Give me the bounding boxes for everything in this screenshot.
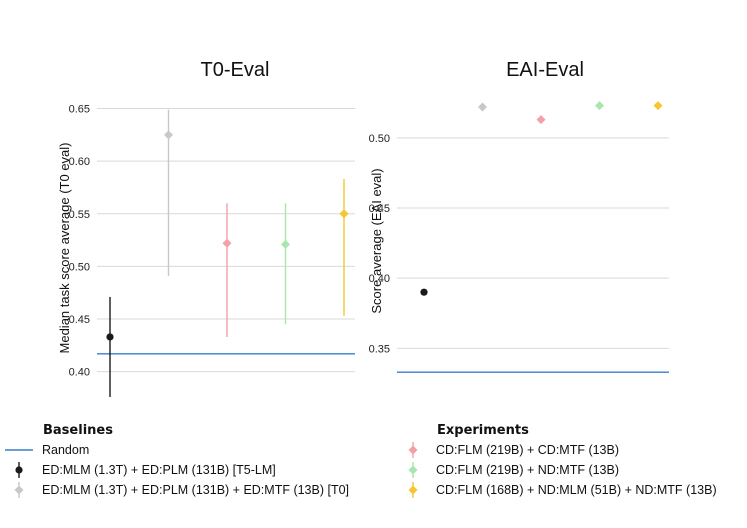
- panel-title: T0-Eval: [201, 59, 270, 81]
- legend-label: CD:FLM (219B) + CD:MTF (13B): [436, 443, 620, 457]
- y-tick-label: 0.45: [369, 203, 390, 215]
- panel-1: T0-Eval 0.40 0.45 0.50 0.55 0.60 0.65 Median ta…: [57, 59, 355, 397]
- data-point: [478, 102, 487, 112]
- legend-item: CD:FLM (219B) + ND:MTF (13B): [398, 460, 717, 480]
- legend-label: CD:FLM (168B) + ND:MLM (51B) + ND:MTF (1…: [436, 483, 717, 497]
- legend-item: CD:FLM (168B) + ND:MLM (51B) + ND:MTF (1…: [398, 480, 717, 500]
- data-point: [536, 115, 546, 125]
- legend-key: [4, 460, 34, 480]
- y-tick-label: 0.60: [69, 156, 90, 168]
- y-tick-label: 0.35: [369, 343, 390, 355]
- data-point: [106, 333, 114, 341]
- panel-title: EAI-Eval: [506, 59, 584, 81]
- panel-2: EAI-Eval 0.35 0.40 0.45 0.50 Score average (E…: [369, 59, 669, 373]
- y-tick-label: 0.65: [69, 104, 90, 116]
- y-axis-label: Score average (EAI eval): [369, 168, 384, 313]
- data-point: [164, 130, 173, 140]
- legend-item: ED:MLM (1.3T) + ED:PLM (131B) [T5-LM]: [4, 460, 349, 480]
- legend-label: ED:MLM (1.3T) + ED:PLM (131B) [T5-LM]: [42, 463, 276, 477]
- y-tick-label: 0.50: [69, 261, 90, 273]
- y-tick-label: 0.45: [69, 314, 90, 326]
- legend-label: CD:FLM (219B) + ND:MTF (13B): [436, 463, 620, 477]
- legend-experiments-title: Experiments: [437, 423, 529, 438]
- data-point: [281, 239, 290, 249]
- data-point: [420, 288, 428, 296]
- legend-item: Random: [4, 440, 349, 460]
- legend-baselines: Baselines Random ED:MLM (1.3T) + ED:PLM (…: [4, 423, 349, 500]
- legend-label: Random: [42, 443, 90, 457]
- y-tick-label: 0.40: [69, 367, 90, 379]
- data-point: [339, 209, 349, 219]
- legend-item: CD:FLM (219B) + CD:MTF (13B): [398, 440, 717, 460]
- legend-key: [4, 480, 34, 500]
- data-point: [222, 238, 232, 248]
- legend-label: ED:MLM (1.3T) + ED:PLM (131B) + ED:MTF (…: [42, 483, 350, 497]
- y-tick-label: 0.55: [69, 209, 90, 221]
- data-point: [595, 101, 604, 111]
- y-tick-label: 0.40: [369, 273, 390, 285]
- legend-key: [398, 480, 428, 500]
- y-axis-label: Median task score average (T0 eval): [57, 143, 72, 354]
- data-point: [653, 101, 663, 111]
- legend-key: [398, 460, 428, 480]
- legend-item: ED:MLM (1.3T) + ED:PLM (131B) + ED:MTF (…: [4, 480, 349, 500]
- legend-key: [398, 440, 428, 460]
- y-tick-label: 0.50: [369, 133, 390, 145]
- legend-baselines-title: Baselines: [43, 423, 113, 438]
- legend-key: [4, 440, 34, 460]
- legend-experiments: Experiments CD:FLM (219B) + CD:MTF (13B)…: [398, 423, 717, 500]
